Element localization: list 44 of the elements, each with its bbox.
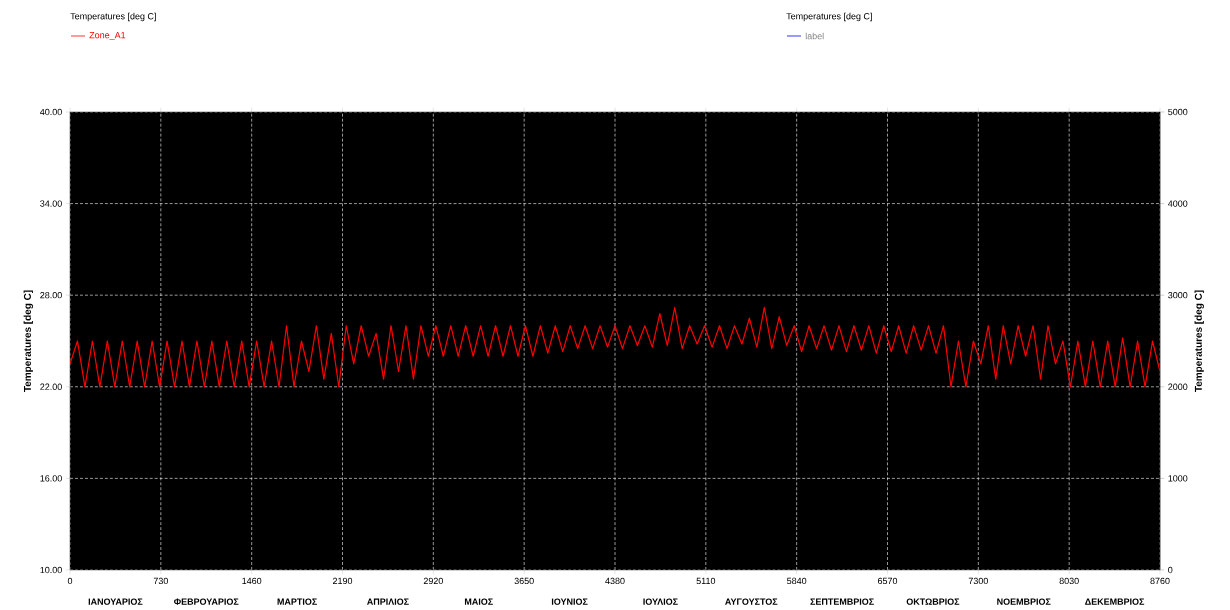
x-tick-label: 8760 bbox=[1150, 577, 1170, 585]
y-tick-label: 22.00 bbox=[40, 383, 62, 390]
legend-label: Zone_A1 bbox=[89, 32, 126, 40]
line-series bbox=[70, 306, 1160, 388]
y2-tick-label: 2000 bbox=[1168, 383, 1188, 390]
x-tick-label: 5840 bbox=[787, 577, 807, 585]
text: ΣΕΠΤΕΜΒΡΙΟΣ bbox=[810, 598, 874, 605]
y-tick-label: 10.00 bbox=[40, 566, 62, 574]
x-tick-label: 1460 bbox=[242, 577, 262, 585]
text: ΦΕΒΡΟΥΑΡΙΟΣ bbox=[174, 598, 239, 605]
text: ΜΑΡΤΙΟΣ bbox=[277, 598, 317, 605]
x-tick-label: 0 bbox=[67, 577, 73, 585]
text: Temperatures [deg C] bbox=[786, 12, 872, 22]
text: ΔΕΚΕΜΒΡΙΟΣ bbox=[1085, 598, 1145, 605]
y-axis-title: Temperatures [deg C] bbox=[23, 290, 33, 392]
text: ΑΥΓΟΥΣΤΟΣ bbox=[725, 598, 778, 605]
x-tick-label: 730 bbox=[153, 577, 168, 585]
y2-tick-label: 0 bbox=[1168, 566, 1173, 574]
x-tick-label: 2190 bbox=[332, 577, 353, 585]
x-tick-label: 8030 bbox=[1059, 577, 1079, 585]
text: ΟΚΤΩΒΡΙΟΣ bbox=[906, 598, 960, 605]
text: ΙΟΥΛΙΟΣ bbox=[643, 598, 678, 605]
y-tick-label: 28.00 bbox=[40, 292, 62, 299]
y2-tick-label: 5000 bbox=[1168, 108, 1188, 116]
y-tick-label: 16.00 bbox=[40, 475, 62, 482]
text: ΙΑΝΟΥΑΡΙΟΣ bbox=[88, 598, 143, 605]
x-tick-label: 7300 bbox=[968, 577, 988, 585]
x-tick-label: 6570 bbox=[877, 577, 898, 585]
legend-title: Temperatures [deg C] bbox=[70, 12, 156, 22]
text: ΝΟΕΜΒΡΙΟΣ bbox=[997, 598, 1051, 605]
y-tick-label: 34.00 bbox=[40, 200, 62, 207]
text: ΜΑΙΟΣ bbox=[464, 598, 493, 605]
x-tick-label: 4380 bbox=[605, 577, 625, 585]
text: ΑΠΡΙΛΙΟΣ bbox=[367, 598, 409, 605]
y2-axis-title: Temperatures [deg C] bbox=[1194, 290, 1204, 392]
y-tick-label: 40.00 bbox=[40, 108, 62, 116]
x-tick-label: 3650 bbox=[514, 577, 534, 585]
x-tick-label: 2920 bbox=[423, 577, 443, 585]
x-tick-label: 5110 bbox=[696, 577, 716, 585]
y2-tick-label: 1000 bbox=[1168, 475, 1188, 482]
y2-tick-label: 4000 bbox=[1167, 200, 1188, 207]
text: ΙΟΥΝΙΟΣ bbox=[551, 598, 588, 605]
y2-tick-label: 3000 bbox=[1168, 292, 1188, 299]
legend-label: label bbox=[805, 32, 824, 40]
